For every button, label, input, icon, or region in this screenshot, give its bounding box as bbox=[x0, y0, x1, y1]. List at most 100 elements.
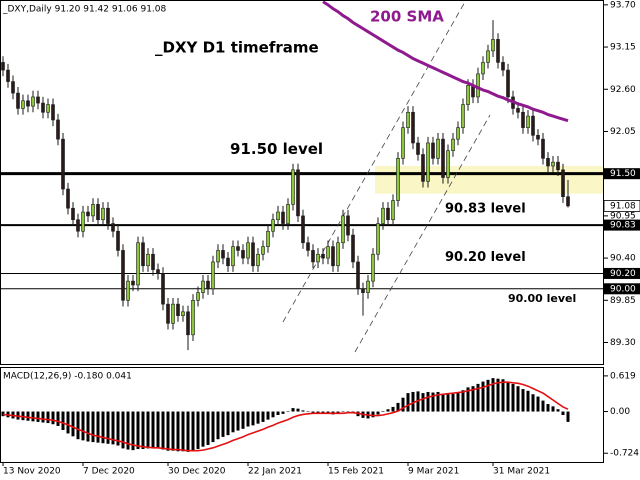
candle-body bbox=[126, 280, 130, 301]
candle-body bbox=[31, 96, 35, 107]
y-tick-label: 92.05 bbox=[610, 127, 636, 137]
macd-pane-border bbox=[0, 367, 604, 463]
back-layer bbox=[0, 166, 604, 290]
candle-body bbox=[346, 215, 350, 236]
macd-bar bbox=[296, 408, 300, 412]
sma-line bbox=[322, 0, 569, 123]
macd-bar bbox=[426, 391, 430, 412]
macd-bar bbox=[551, 406, 555, 412]
level-tag-label: 90.00 bbox=[610, 284, 636, 294]
macd-bar bbox=[291, 408, 295, 412]
macd-bar bbox=[396, 402, 400, 412]
macd-bar bbox=[106, 411, 110, 444]
macd-bar bbox=[341, 411, 345, 413]
macd-bar bbox=[446, 394, 450, 412]
macd-bar bbox=[421, 393, 425, 412]
candle-body bbox=[96, 204, 100, 221]
macd-bar bbox=[381, 410, 385, 412]
macd-bar bbox=[346, 411, 350, 413]
candle-body bbox=[436, 138, 440, 159]
macd-bar bbox=[26, 411, 30, 421]
macd-bar bbox=[276, 411, 280, 415]
macd-bar bbox=[306, 411, 310, 413]
candle-body bbox=[266, 230, 270, 247]
macd-bar bbox=[216, 411, 220, 440]
highlight-zone bbox=[375, 166, 604, 194]
candle-body bbox=[361, 288, 365, 293]
candle-body bbox=[286, 204, 290, 224]
macd-bar bbox=[461, 390, 465, 412]
candle-body bbox=[481, 62, 485, 75]
macd-bar bbox=[526, 390, 530, 412]
candle-body bbox=[331, 246, 335, 267]
level-tag bbox=[604, 219, 640, 231]
macd-bar bbox=[246, 411, 250, 427]
candle-body bbox=[396, 158, 400, 201]
candle-body bbox=[176, 303, 180, 316]
macd-bar bbox=[161, 411, 165, 450]
candle-body bbox=[416, 142, 420, 155]
level-tag bbox=[604, 168, 640, 180]
macd-bar bbox=[536, 396, 540, 412]
macd-bar bbox=[156, 411, 160, 449]
macd-bar bbox=[56, 411, 60, 426]
macd-bar bbox=[1, 411, 5, 417]
macd-bar bbox=[431, 392, 435, 412]
macd-bar bbox=[511, 383, 515, 412]
candle-body bbox=[251, 242, 255, 267]
macd-bar bbox=[561, 411, 565, 415]
candle-body bbox=[206, 280, 210, 290]
macd-bar bbox=[566, 411, 570, 422]
macd-bar bbox=[271, 411, 275, 418]
candle-body bbox=[66, 188, 70, 209]
candle-body bbox=[81, 211, 85, 232]
candle-body bbox=[451, 138, 455, 151]
level-annotation: 90.00 level bbox=[508, 292, 576, 305]
channel-line bbox=[354, 114, 491, 353]
candle-body bbox=[201, 280, 205, 293]
macd-bar bbox=[191, 411, 195, 451]
candle-body bbox=[21, 100, 25, 109]
candle-body bbox=[506, 69, 510, 98]
candle-body bbox=[191, 300, 195, 336]
x-tick-label: 7 Dec 2020 bbox=[83, 467, 135, 477]
x-tick-label: 31 Mar 2021 bbox=[493, 467, 550, 477]
main-pane-border bbox=[0, 0, 604, 365]
candle-body bbox=[71, 207, 75, 221]
candle-body bbox=[211, 261, 215, 290]
x-tick-label: 13 Nov 2020 bbox=[3, 467, 61, 477]
candle-body bbox=[381, 207, 385, 224]
macd-bar bbox=[301, 410, 305, 412]
candle-body bbox=[531, 115, 535, 136]
candle-body bbox=[151, 253, 155, 270]
candle-body bbox=[241, 250, 245, 259]
macd-bar bbox=[376, 411, 380, 415]
macd-bar bbox=[486, 379, 490, 412]
candle-body bbox=[26, 100, 30, 107]
macd-y-tick-label: 0.619 bbox=[610, 371, 636, 381]
candle-body bbox=[431, 142, 435, 159]
candle-body bbox=[171, 303, 175, 324]
candle-body bbox=[296, 169, 300, 217]
macd-bar bbox=[496, 378, 500, 412]
candle-body bbox=[16, 92, 20, 109]
candle-body bbox=[136, 242, 140, 286]
macd-bar bbox=[391, 406, 395, 412]
candle-body bbox=[46, 104, 50, 113]
macd-bar bbox=[126, 411, 130, 450]
candle-body bbox=[86, 211, 90, 217]
candle-body bbox=[386, 207, 390, 221]
candle-body bbox=[516, 108, 520, 113]
sma-label: 200 SMA bbox=[370, 8, 444, 26]
macd-bar bbox=[521, 389, 525, 412]
macd-bar bbox=[206, 411, 210, 445]
candle-body bbox=[256, 253, 260, 267]
macd-bar bbox=[311, 411, 315, 413]
candle-body bbox=[536, 135, 540, 140]
macd-bar bbox=[436, 391, 440, 412]
candle-body bbox=[476, 73, 480, 98]
candle-body bbox=[496, 39, 500, 63]
macd-bar bbox=[231, 411, 235, 433]
